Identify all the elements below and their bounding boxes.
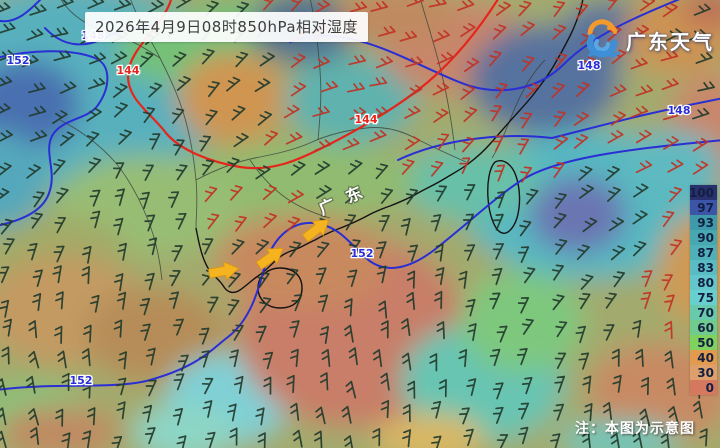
scale-step-40: 40 <box>690 350 717 365</box>
scale-step-93: 93 <box>690 215 717 230</box>
scale-step-87: 87 <box>690 245 717 260</box>
scale-step-97: 97 <box>690 200 717 215</box>
flow-arrow <box>207 261 240 281</box>
scale-step-90: 90 <box>690 230 717 245</box>
weather-logo-icon <box>586 19 620 58</box>
scale-step-0: 0 <box>690 380 717 395</box>
coastline <box>195 0 584 309</box>
map-title: 2026年4月9日08时850hPa相对湿度 <box>85 12 369 42</box>
humidity-color-scale: 100 97 93 90 87 83 80 75 70 60 50 40 30 0 <box>689 185 717 395</box>
brand-logo-text: 广东天气 <box>626 29 714 54</box>
flow-arrow <box>255 247 284 271</box>
scale-step-30: 30 <box>690 365 717 380</box>
contour-label: 148 <box>668 104 691 117</box>
scale-step-60: 60 <box>690 320 717 335</box>
contour-label: 152 <box>70 374 93 387</box>
disclaimer-note: 注：本图为示意图 <box>575 421 695 437</box>
contour-label: 144 <box>117 64 140 77</box>
scale-step-75: 75 <box>690 290 717 305</box>
scale-step-100: 100 <box>689 185 717 200</box>
flow-arrow <box>301 219 330 243</box>
scale-step-50: 50 <box>690 335 717 350</box>
contour-label: 148 <box>578 59 601 72</box>
contour-label: 152 <box>351 247 374 260</box>
contour-label: 144 <box>355 113 378 126</box>
scale-step-83: 83 <box>690 260 717 275</box>
brand-logo: 广东天气 <box>579 16 714 64</box>
scale-step-70: 70 <box>690 305 717 320</box>
contour-label: 152 <box>7 54 30 67</box>
contour-labels: 152148144144148148152152 <box>5 28 692 389</box>
flow-arrows <box>207 219 330 281</box>
scale-step-80: 80 <box>690 275 717 290</box>
